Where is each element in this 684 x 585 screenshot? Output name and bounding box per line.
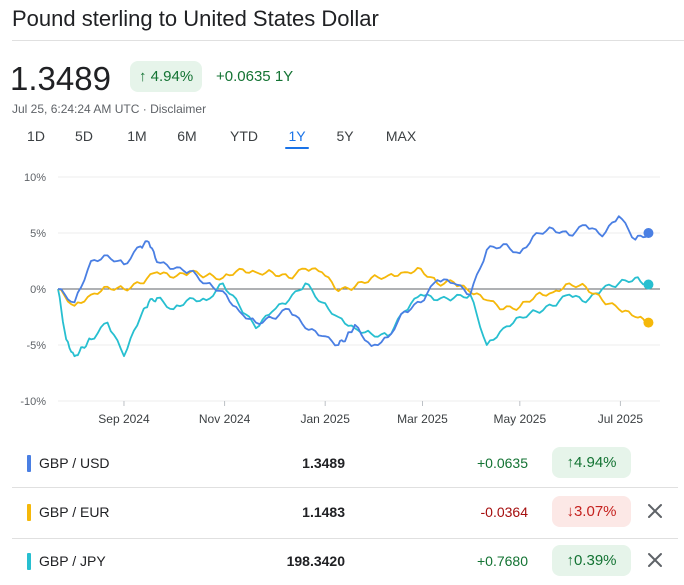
series-line-gbpjpy [57,276,649,358]
title-divider [12,40,684,41]
quote-meta: Jul 25, 6:24:24 AM UTC · Disclaimer [12,102,206,116]
pair-name: GBP / USD [39,455,110,471]
y-tick-label: 10% [24,172,46,184]
range-tab-max[interactable]: MAX [385,128,417,144]
pair-percent-badge: ↑4.94% [552,447,631,478]
x-tick-label: Nov 2024 [199,412,251,426]
pair-abs-change: +0.7680 [477,553,528,569]
percent-change-value: 4.94% [150,68,194,85]
arrow-down-icon: ↓ [566,503,574,520]
series-color-swatch [27,553,31,570]
series-end-point [643,228,654,238]
range-tab-5y[interactable]: 5Y [336,128,354,144]
pair-rate: 1.3489 [302,455,345,471]
pair-percent-value: 4.94% [573,454,617,471]
current-price: 1.3489 [10,60,111,97]
range-tab-5d[interactable]: 5D [75,128,93,144]
quote-timestamp: Jul 25, 6:24:24 AM UTC [12,102,140,116]
change-period: 1Y [274,68,294,85]
comparison-line-chart[interactable]: 10% 5% 0% -5% -10% Sep 2024 Nov 2024 Jan 2025 Ma… [0,160,684,435]
y-tick-label: -5% [26,340,46,352]
series-color-swatch [27,455,31,472]
meta-separator: · [139,102,151,116]
series-line-gbpusd [57,215,650,347]
arrow-up-icon: ↑ [566,454,574,471]
range-tab-1d[interactable]: 1D [27,128,45,144]
comparison-row[interactable]: GBP / EUR 1.1483 -0.0364 ↓3.07% [12,489,678,535]
pair-percent-badge: ↓3.07% [552,496,631,527]
disclaimer-link[interactable]: Disclaimer [150,102,207,116]
x-tick-label: May 2025 [493,412,546,426]
y-tick-label: 5% [30,228,46,240]
x-tick-label: Jul 2025 [598,412,644,426]
close-icon[interactable] [644,500,666,522]
x-tick-label: Mar 2025 [397,412,448,426]
pair-rate: 198.3420 [286,553,345,569]
page-title: Pound sterling to United States Dollar [12,6,379,31]
y-tick-label: -10% [20,396,46,408]
absolute-change: +0.0635 1Y [216,68,293,85]
range-tab-6m[interactable]: 6M [177,128,197,144]
row-divider [12,487,678,488]
pair-rate: 1.1483 [302,504,345,520]
comparison-row[interactable]: GBP / USD 1.3489 +0.0635 ↑4.94% [12,440,678,486]
close-icon[interactable] [644,549,666,571]
arrow-up-icon: ↑ [139,68,147,85]
range-tab-1y[interactable]: 1Y [285,128,309,149]
pair-name: GBP / JPY [39,553,106,569]
pair-name: GBP / EUR [39,504,110,520]
series-end-point [643,279,654,290]
pair-percent-value: 0.39% [573,552,617,569]
pair-percent-value: 3.07% [573,503,617,520]
range-tab-ytd[interactable]: YTD [230,128,258,144]
y-tick-label: 0% [30,284,46,296]
row-divider [12,538,678,539]
comparison-row[interactable]: GBP / JPY 198.3420 +0.7680 ↑0.39% [12,538,678,584]
x-tick-label: Sep 2024 [98,412,150,426]
absolute-change-value: +0.0635 [216,68,271,85]
time-range-tabs: 1D 5D 1M 6M YTD 1Y 5Y MAX [0,128,440,152]
pair-abs-change: +0.0635 [477,455,528,471]
series-end-point [643,317,654,328]
pair-percent-badge: ↑0.39% [552,545,631,576]
pair-abs-change: -0.0364 [480,504,528,520]
arrow-up-icon: ↑ [566,552,574,569]
series-color-swatch [27,504,31,521]
range-tab-1m[interactable]: 1M [127,128,147,144]
series-line-gbpeur [57,267,649,324]
x-tick-label: Jan 2025 [300,412,350,426]
percent-change-badge: ↑ 4.94% [130,61,203,92]
